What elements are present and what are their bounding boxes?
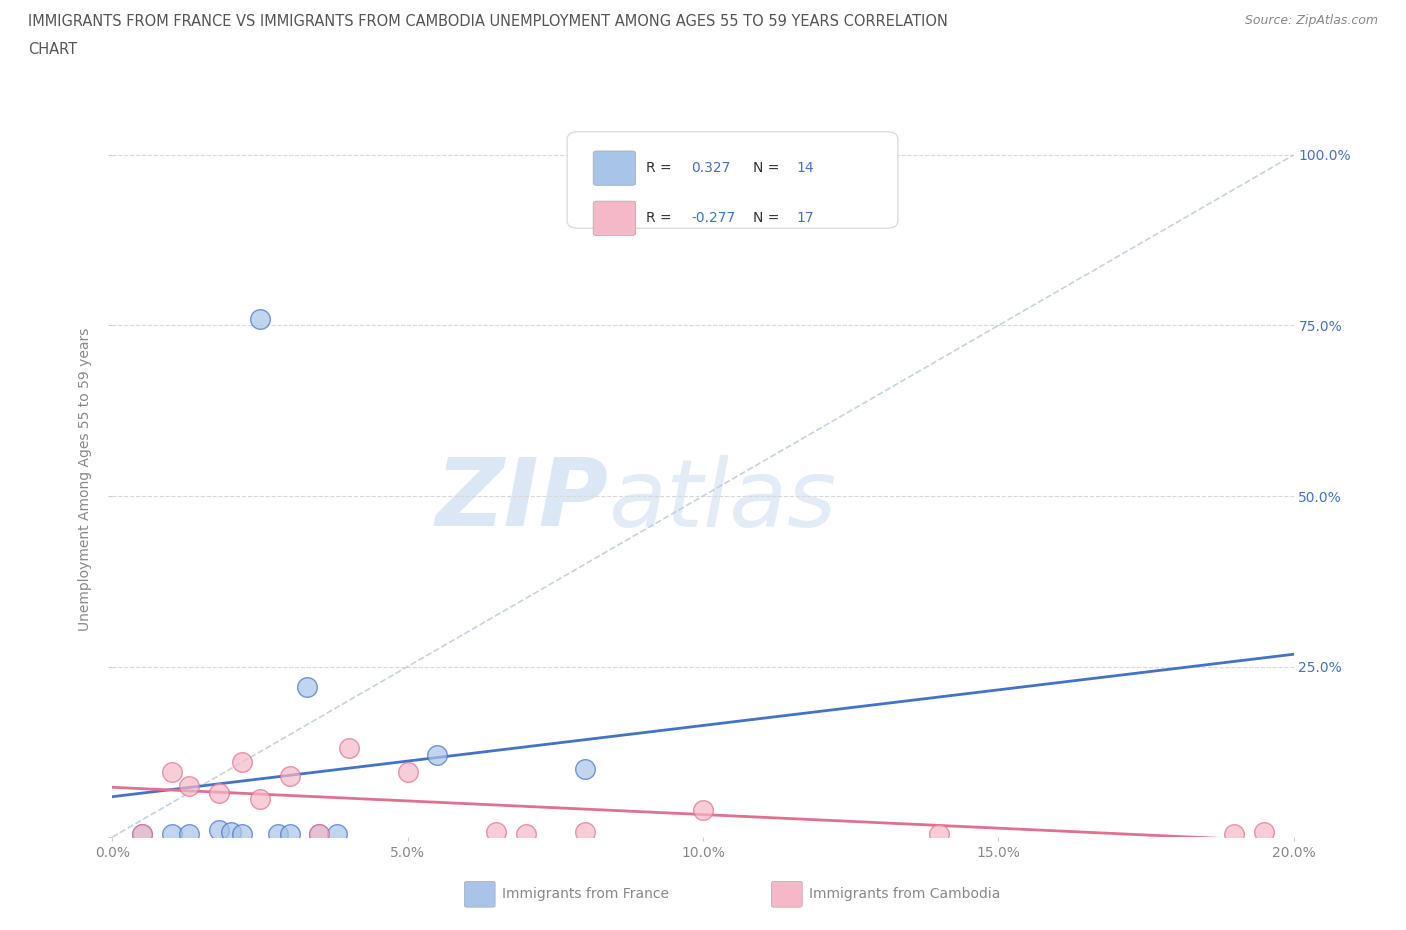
Point bbox=[249, 792, 271, 807]
Text: Source: ZipAtlas.com: Source: ZipAtlas.com bbox=[1244, 14, 1378, 27]
Point bbox=[179, 826, 201, 841]
Point bbox=[219, 824, 242, 839]
Point bbox=[208, 785, 231, 800]
Point bbox=[308, 826, 330, 841]
Text: Immigrants from Cambodia: Immigrants from Cambodia bbox=[810, 887, 1001, 901]
Point bbox=[308, 826, 330, 841]
Point bbox=[297, 680, 319, 695]
Point bbox=[208, 823, 231, 838]
Point bbox=[160, 826, 183, 841]
FancyBboxPatch shape bbox=[593, 201, 636, 235]
Point bbox=[278, 768, 301, 783]
Point bbox=[267, 826, 290, 841]
Point bbox=[928, 826, 950, 841]
Y-axis label: Unemployment Among Ages 55 to 59 years: Unemployment Among Ages 55 to 59 years bbox=[79, 327, 93, 631]
Point bbox=[231, 826, 253, 841]
Point bbox=[426, 748, 449, 763]
Text: 17: 17 bbox=[796, 211, 814, 225]
Point bbox=[485, 824, 508, 839]
Text: N =: N = bbox=[752, 161, 783, 175]
Point bbox=[249, 312, 271, 326]
Point bbox=[396, 764, 419, 779]
FancyBboxPatch shape bbox=[464, 882, 495, 907]
Text: R =: R = bbox=[647, 211, 676, 225]
Point bbox=[515, 826, 537, 841]
Text: 14: 14 bbox=[796, 161, 814, 175]
Point bbox=[179, 778, 201, 793]
Point bbox=[131, 826, 153, 841]
Point bbox=[278, 826, 301, 841]
Text: R =: R = bbox=[647, 161, 676, 175]
Point bbox=[692, 803, 714, 817]
Text: Immigrants from France: Immigrants from France bbox=[502, 887, 669, 901]
Point bbox=[231, 754, 253, 769]
Text: ZIP: ZIP bbox=[436, 455, 609, 547]
Point bbox=[1223, 826, 1246, 841]
Point bbox=[131, 826, 153, 841]
Point bbox=[337, 741, 360, 756]
Text: 0.327: 0.327 bbox=[692, 161, 731, 175]
Point bbox=[574, 824, 596, 839]
FancyBboxPatch shape bbox=[772, 882, 803, 907]
Text: N =: N = bbox=[752, 211, 783, 225]
Point bbox=[574, 762, 596, 777]
FancyBboxPatch shape bbox=[567, 132, 898, 229]
Text: -0.277: -0.277 bbox=[692, 211, 735, 225]
Text: CHART: CHART bbox=[28, 42, 77, 57]
Text: atlas: atlas bbox=[609, 455, 837, 546]
Text: IMMIGRANTS FROM FRANCE VS IMMIGRANTS FROM CAMBODIA UNEMPLOYMENT AMONG AGES 55 TO: IMMIGRANTS FROM FRANCE VS IMMIGRANTS FRO… bbox=[28, 14, 948, 29]
Point bbox=[160, 764, 183, 779]
Point bbox=[1253, 824, 1275, 839]
Point bbox=[326, 826, 349, 841]
FancyBboxPatch shape bbox=[593, 151, 636, 185]
